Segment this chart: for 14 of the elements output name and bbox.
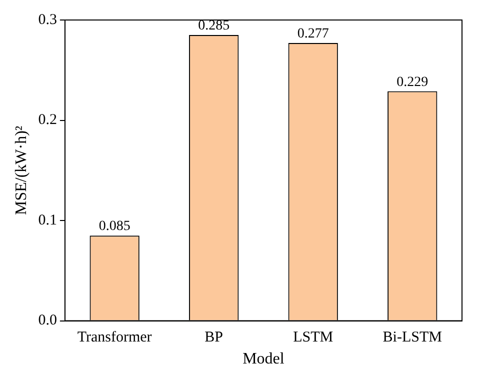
x-axis-title: Model [242, 350, 285, 368]
data-label: 0.285 [198, 18, 230, 34]
data-label: 0.229 [396, 74, 428, 90]
y-tick-label: 0.0 [38, 312, 57, 329]
y-tick-label: 0.2 [38, 112, 57, 128]
y-axis-title: MSE/(kW·h)² [12, 126, 30, 216]
data-label: 0.085 [98, 219, 130, 234]
x-tick-label: Transformer [77, 330, 152, 346]
x-tick-label: LSTM [293, 330, 334, 346]
data-label: 0.277 [297, 26, 329, 42]
x-tick-label: BP [204, 330, 224, 346]
x-tick-label: Bi-LSTM [382, 330, 442, 346]
y-tick-label: 0.3 [38, 12, 57, 28]
y-tick-label: 0.1 [38, 212, 57, 228]
